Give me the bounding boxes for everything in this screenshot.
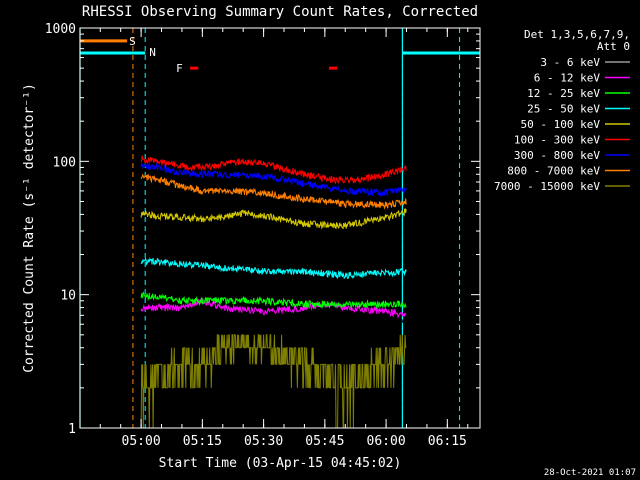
legend-entry-label: 7000 - 15000 keV (494, 180, 600, 193)
y-axis: 1 10 100 1000 (45, 22, 480, 437)
series-line (140, 310, 407, 329)
x-axis: 05:00 05:15 05:30 05:45 06:00 06:15 (99, 28, 469, 449)
x-tick-label: 06:00 (367, 434, 406, 449)
night-flag-label: N (149, 46, 156, 59)
legend-entry-label: 12 - 25 keV (527, 87, 600, 100)
series-line (140, 207, 407, 230)
x-tick-label: 06:15 (428, 434, 467, 449)
x-tick-label: 05:30 (244, 434, 283, 449)
y-tick-label: 1 (68, 422, 76, 437)
series-line (140, 155, 407, 185)
y-axis-label: Corrected Count Rate (s⁻¹ detector⁻¹) (22, 83, 37, 373)
plot-frame (79, 27, 481, 429)
legend-entry-label: 3 - 6 keV (540, 56, 600, 69)
legend-entry-label: 300 - 800 keV (514, 149, 600, 162)
series-line (140, 257, 407, 280)
legend-entry-label: 100 - 300 keV (514, 134, 600, 147)
legend-entry-label: 6 - 12 keV (534, 72, 601, 85)
x-tick-label: 05:00 (122, 434, 161, 449)
legend-entry-label: 25 - 50 keV (527, 103, 600, 116)
series-line (140, 334, 407, 429)
flare-flag-label: F (176, 62, 183, 75)
attenuator-flag-label: S (129, 35, 136, 48)
series-line (140, 291, 407, 310)
x-tick-label: 05:45 (305, 434, 344, 449)
chart-title: RHESSI Observing Summary Count Rates, Co… (82, 4, 478, 20)
legend-entry-label: 50 - 100 keV (521, 118, 601, 131)
legend-header: Det 1,3,5,6,7,9, (524, 28, 630, 41)
series-line (140, 173, 407, 210)
y-tick-label: 1000 (45, 22, 76, 37)
x-tick-label: 05:15 (183, 434, 222, 449)
series-line (140, 162, 407, 197)
footer-timestamp: 28-Oct-2021 01:07 (544, 468, 636, 478)
legend: Det 1,3,5,6,7,9,Att 0 3 - 6 keV 6 - 12 keV… (494, 28, 630, 193)
series-layer (140, 155, 407, 429)
legend-header: Att 0 (597, 40, 630, 53)
legend-entry-label: 800 - 7000 keV (507, 165, 600, 178)
y-tick-label: 100 (53, 155, 76, 170)
x-axis-label: Start Time (03-Apr-15 04:45:02) (159, 456, 402, 471)
series-line (140, 297, 407, 319)
y-tick-label: 10 (60, 289, 76, 304)
